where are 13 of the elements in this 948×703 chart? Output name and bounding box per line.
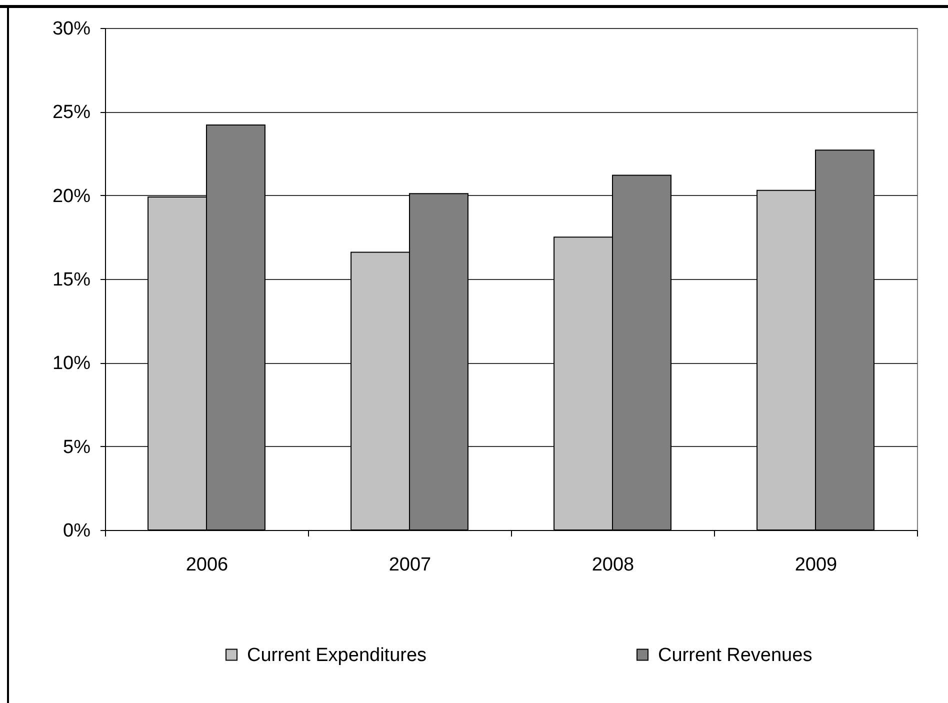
x-tick-label: 2008 <box>592 554 634 576</box>
y-tick-label: 15% <box>52 270 91 290</box>
x-tick-label: 2006 <box>186 554 228 576</box>
y-tick-label: 25% <box>52 102 91 124</box>
legend-label: Current Revenues <box>658 644 812 666</box>
y-tick-label: 20% <box>52 186 91 207</box>
y-tick-label: 30% <box>52 18 91 40</box>
y-tick-label: 0% <box>63 520 91 542</box>
legend-label: Current Expenditures <box>247 644 427 666</box>
y-tick-label: 5% <box>63 436 91 458</box>
y-tick-label: 10% <box>52 353 91 374</box>
x-tick-label: 2007 <box>388 554 432 576</box>
x-tick-label: 2009 <box>794 554 838 576</box>
